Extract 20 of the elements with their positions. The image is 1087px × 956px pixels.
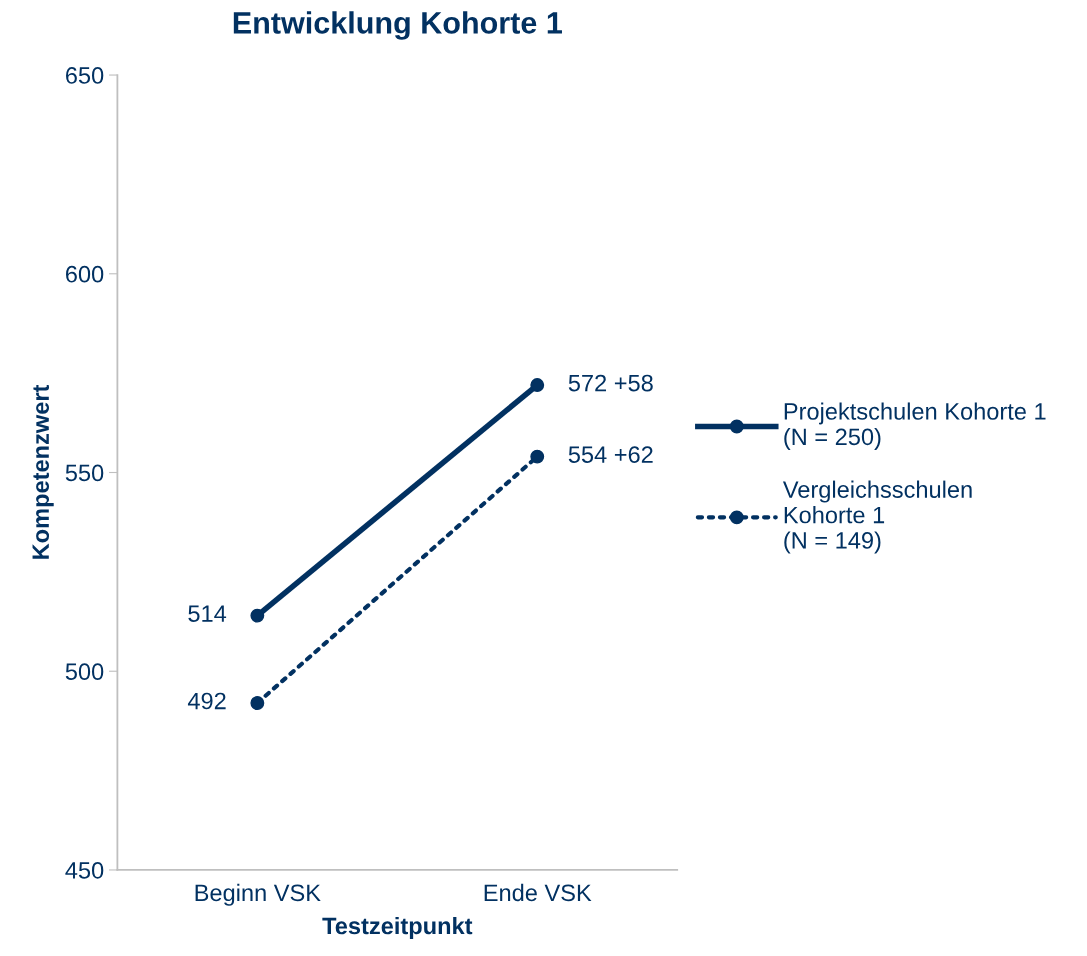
legend-label: Projektschulen Kohorte 1 (N = 250) — [784, 402, 1046, 450]
y-tick-label: 550 — [65, 464, 104, 482]
point — [250, 608, 265, 623]
y-tick-label: 450 — [65, 862, 104, 879]
legend-label: Vergleichsschulen Kohorte 1 (N = 149) — [782, 480, 972, 554]
y-tick-label: 500 — [65, 663, 104, 681]
y-tick-label: 600 — [66, 265, 104, 283]
x-axis-title: Testzeitpunkt — [322, 916, 473, 939]
chart-title: Entwicklung Kohorte 1 — [233, 11, 562, 40]
data-label: 514 — [188, 605, 227, 622]
data-label: 492 — [187, 692, 226, 710]
y-tick-label: 650 — [66, 67, 104, 84]
x-tick-label: Ende VSK — [484, 883, 592, 902]
point — [530, 378, 545, 393]
y-axis-title: Kompetenzwert — [32, 384, 54, 559]
x-tick-label: Beginn VSK — [195, 883, 321, 906]
point — [250, 696, 265, 710]
data-label: 554 +62 — [568, 446, 653, 463]
point — [530, 449, 545, 464]
data-label: 572 +58 — [568, 374, 653, 392]
